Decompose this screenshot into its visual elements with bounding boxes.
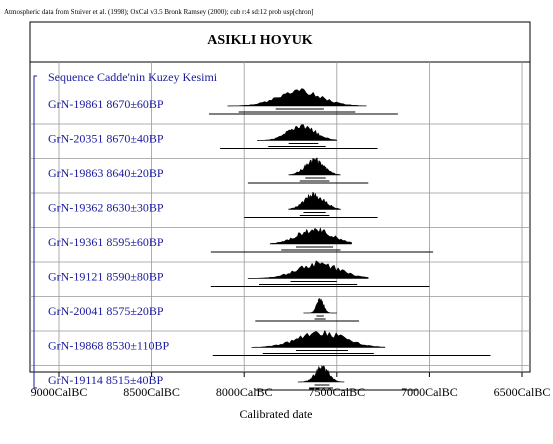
sample-row: GrN-19114 8515±40BP — [48, 364, 419, 391]
sample-label: GrN-20041 8575±20BP — [48, 304, 164, 318]
sample-row: GrN-19863 8640±20BP — [48, 157, 369, 184]
sample-label: GrN-19863 8640±20BP — [48, 166, 164, 180]
sample-distribution — [288, 157, 341, 176]
x-tick-label: 7000CalBC — [401, 385, 458, 399]
x-tick-labels: 9000CalBC 8500CalBC 8000CalBC 7500CalBC 7000… — [31, 372, 551, 399]
chart-title: ASIKLI HOYUK — [207, 33, 313, 48]
sample-distribution — [297, 364, 345, 383]
sample-row: GrN-20041 8575±20BP — [48, 297, 360, 322]
sample-row: GrN-19362 8630±30BP — [48, 191, 378, 218]
sequence-bracket — [33, 75, 37, 389]
samples: GrN-19861 8670±60BP GrN-20351 8670±40BP Gr… — [33, 75, 491, 391]
x-tick-label: 8000CalBC — [216, 385, 273, 399]
sample-distribution — [251, 329, 386, 348]
sample-distribution — [247, 260, 369, 279]
sample-distribution — [303, 297, 337, 314]
sequence-label: Sequence Cadde'nin Kuzey Kesimi — [48, 70, 218, 84]
x-tick-label: 8500CalBC — [123, 385, 180, 399]
x-tick-label: 6500CalBC — [494, 385, 551, 399]
sample-distribution — [227, 88, 367, 107]
x-tick-label: 7500CalBC — [308, 385, 365, 399]
sample-label: GrN-19361 8595±60BP — [48, 235, 164, 249]
sample-distribution — [288, 191, 341, 210]
sample-distribution — [269, 226, 352, 245]
sample-label: GrN-19861 8670±60BP — [48, 97, 164, 111]
sample-distribution — [256, 124, 338, 141]
sample-label: GrN-19114 8515±40BP — [48, 373, 163, 387]
plot-frame — [29, 21, 531, 373]
sample-row: GrN-19861 8670±60BP — [48, 88, 398, 115]
sample-row: GrN-19868 8530±110BP — [48, 329, 491, 356]
header-note: Atmospheric data from Stuiver et al. (19… — [4, 8, 314, 16]
sample-row: GrN-19361 8595±60BP — [48, 226, 434, 253]
sample-label: GrN-19362 8630±30BP — [48, 201, 164, 215]
sample-row: GrN-19121 8590±80BP — [48, 260, 430, 287]
x-tick-label: 9000CalBC — [31, 385, 88, 399]
sample-label: GrN-20351 8670±40BP — [48, 132, 164, 146]
sample-label: GrN-19868 8530±110BP — [48, 339, 169, 353]
sample-label: GrN-19121 8590±80BP — [48, 270, 164, 284]
x-axis-label: Calibrated date — [240, 407, 313, 421]
sample-row: GrN-20351 8670±40BP — [48, 124, 378, 149]
